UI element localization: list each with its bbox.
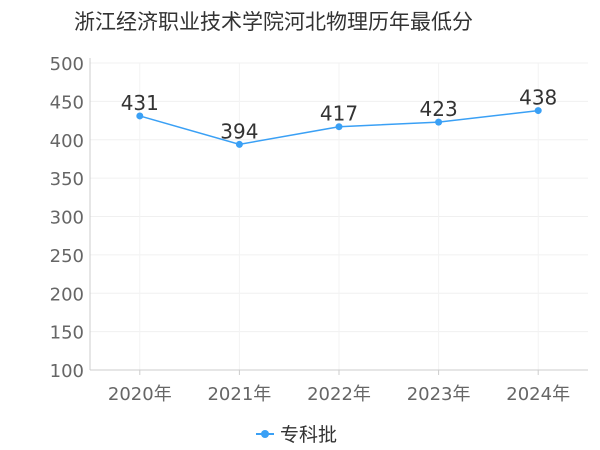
- y-tick-label: 300: [50, 208, 84, 229]
- data-label: 417: [320, 102, 358, 126]
- y-tick-label: 500: [50, 54, 84, 75]
- data-point: [435, 118, 443, 126]
- y-tick-label: 200: [50, 284, 84, 305]
- data-point: [534, 107, 542, 115]
- x-tick-label: 2022年: [307, 384, 371, 405]
- x-tick-label: 2023年: [407, 384, 471, 405]
- y-tick-label: 400: [50, 131, 84, 152]
- y-tick-label: 100: [50, 361, 84, 382]
- x-tick-label: 2020年: [108, 384, 172, 405]
- legend[interactable]: 专科批: [256, 420, 337, 447]
- data-point: [335, 123, 343, 131]
- data-label: 431: [121, 91, 159, 115]
- data-label: 438: [519, 86, 557, 110]
- data-label: 423: [420, 97, 458, 121]
- y-tick-label: 450: [50, 92, 84, 113]
- x-tick-label: 2024年: [506, 384, 570, 405]
- data-point: [136, 112, 144, 120]
- chart-title: 浙江经济职业技术学院河北物理历年最低分: [74, 10, 473, 34]
- y-tick-label: 250: [50, 246, 84, 267]
- y-tick-label: 150: [50, 323, 84, 344]
- legend-marker: [256, 428, 274, 440]
- y-tick-label: 350: [50, 169, 84, 190]
- data-label: 394: [220, 119, 258, 143]
- x-tick-label: 2021年: [207, 384, 271, 405]
- data-point: [235, 140, 243, 148]
- legend-label: 专科批: [280, 424, 338, 446]
